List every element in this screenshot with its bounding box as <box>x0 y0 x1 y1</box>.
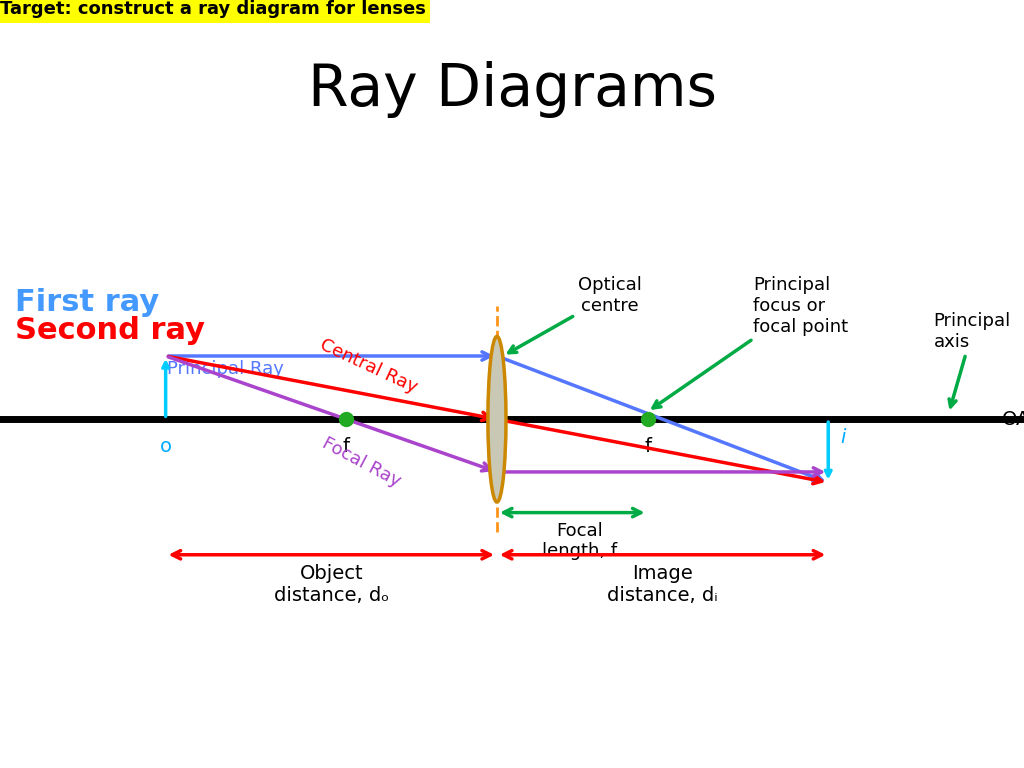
Text: Principal
axis: Principal axis <box>934 312 1011 407</box>
Text: f: f <box>343 437 350 456</box>
Text: Image
distance, dᵢ: Image distance, dᵢ <box>607 564 718 605</box>
Text: First ray: First ray <box>15 288 160 317</box>
Text: Principal
focus or
focal point: Principal focus or focal point <box>653 276 848 408</box>
Text: Object
distance, dₒ: Object distance, dₒ <box>273 564 389 605</box>
Text: o: o <box>160 437 172 456</box>
Text: Optical
centre: Optical centre <box>509 276 642 353</box>
Text: Central Ray: Central Ray <box>317 336 421 396</box>
Text: Second ray: Second ray <box>15 316 205 346</box>
Ellipse shape <box>487 336 506 502</box>
Text: f: f <box>644 437 651 456</box>
Text: Focal Ray: Focal Ray <box>319 435 403 491</box>
Text: Principal Ray: Principal Ray <box>168 360 285 378</box>
Text: Focal
length, f: Focal length, f <box>542 521 617 561</box>
Text: i: i <box>841 429 846 447</box>
Text: Ray Diagrams: Ray Diagrams <box>307 61 717 118</box>
Text: OA: OA <box>1001 410 1024 429</box>
Text: Target: construct a ray diagram for lenses: Target: construct a ray diagram for lens… <box>0 0 426 18</box>
